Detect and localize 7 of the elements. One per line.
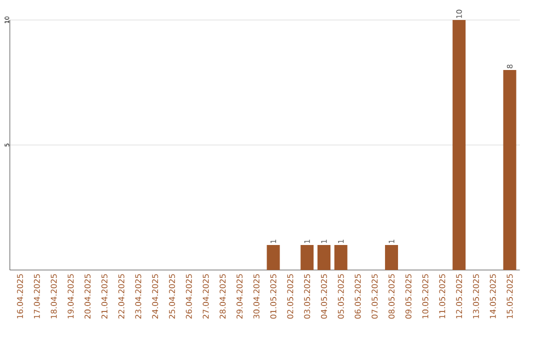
bar — [300, 245, 314, 270]
bar — [503, 70, 516, 270]
bar — [317, 245, 330, 270]
bar — [266, 245, 280, 270]
bar — [334, 245, 348, 270]
bar — [385, 245, 398, 270]
bar — [452, 20, 466, 270]
